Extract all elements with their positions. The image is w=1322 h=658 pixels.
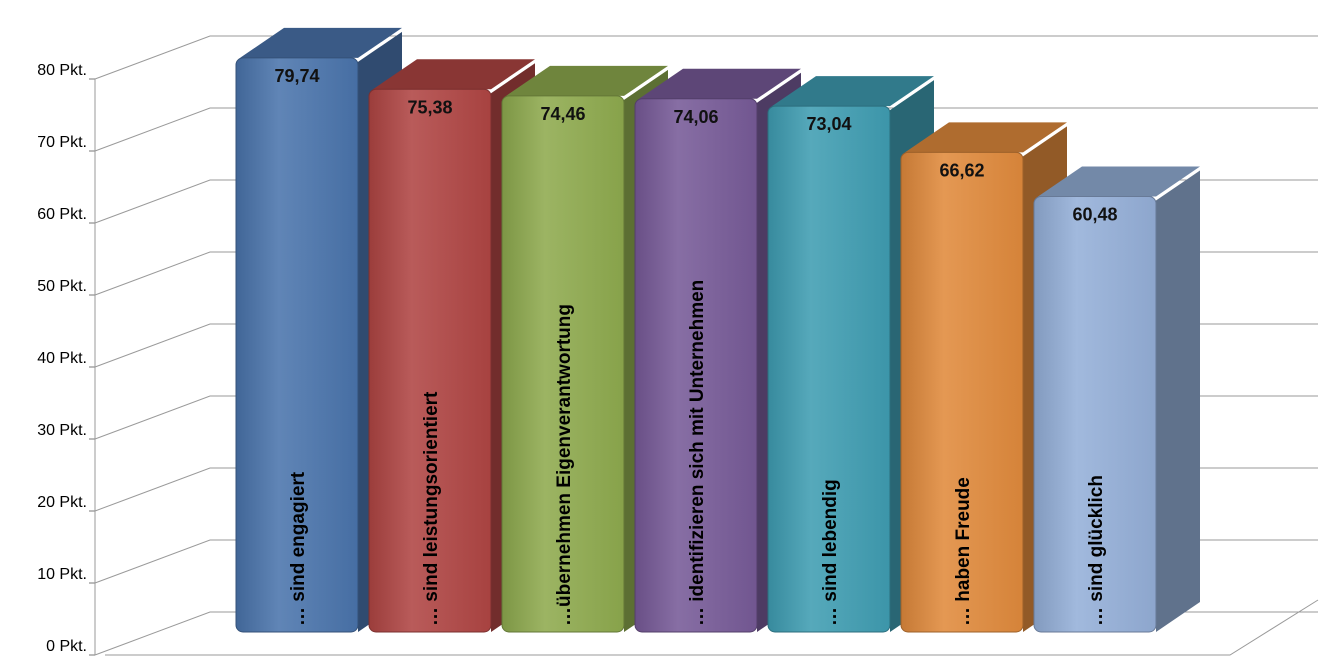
- gridline: [94, 35, 1318, 80]
- data-label: 75,38: [407, 97, 452, 117]
- category-label: …übernehmen Eigenverantwortung: [554, 304, 575, 626]
- data-label: 66,62: [939, 160, 984, 180]
- category-label: … identifizieren sich mit Unternehmen: [687, 280, 708, 626]
- y-axis: 0 Pkt. 10 Pkt. 20 Pkt. 30 Pkt. 40 Pkt. 50 Pkt…: [37, 62, 96, 656]
- y-tick-label: 60 Pkt.: [37, 206, 87, 223]
- category-label: … haben Freude: [953, 477, 974, 626]
- category-label: … sind lebendig: [820, 479, 841, 626]
- bar-top: [506, 65, 668, 96]
- category-label: … sind leistungsorientiert: [421, 391, 442, 626]
- bar-top: [772, 76, 934, 107]
- bar-7: [1033, 166, 1200, 633]
- bar-front: [767, 105, 891, 633]
- bar-top: [905, 122, 1067, 153]
- data-label: 73,04: [806, 114, 851, 134]
- y-tick-label: 0 Pkt.: [46, 638, 87, 655]
- data-label: 60,48: [1072, 205, 1117, 225]
- y-tick-label: 40 Pkt.: [37, 350, 87, 367]
- bar-front: [1033, 196, 1157, 633]
- bar-labels: 79,74 … sind engagiert 75,38 … sind leistun…: [274, 66, 1117, 626]
- bar-front: [501, 95, 625, 633]
- gridline: [94, 107, 1318, 152]
- bar-side: [1156, 170, 1200, 632]
- data-label: 74,46: [540, 104, 585, 124]
- gridlines: [94, 35, 1319, 656]
- floor-line: [105, 599, 1319, 656]
- category-label: … sind engagiert: [288, 471, 309, 626]
- y-tick-label: 20 Pkt.: [37, 494, 87, 511]
- bars: [235, 27, 1200, 633]
- y-tick-label: 80 Pkt.: [37, 62, 87, 79]
- data-label: 79,74: [274, 66, 319, 86]
- data-label: 74,06: [673, 107, 718, 127]
- bar-top: [1038, 166, 1200, 197]
- y-tick-label: 50 Pkt.: [37, 278, 87, 295]
- y-tick-label: 10 Pkt.: [37, 566, 87, 583]
- bar-front: [368, 88, 492, 633]
- bar-front: [900, 151, 1024, 633]
- bar-front: [235, 57, 359, 633]
- y-tick-label: 70 Pkt.: [37, 134, 87, 151]
- bar-front: [634, 98, 758, 633]
- bar-top: [373, 59, 535, 90]
- category-label: … sind glücklich: [1086, 475, 1107, 626]
- bar-top: [240, 27, 402, 58]
- y-tick-label: 30 Pkt.: [37, 422, 87, 439]
- bar-top: [639, 68, 801, 99]
